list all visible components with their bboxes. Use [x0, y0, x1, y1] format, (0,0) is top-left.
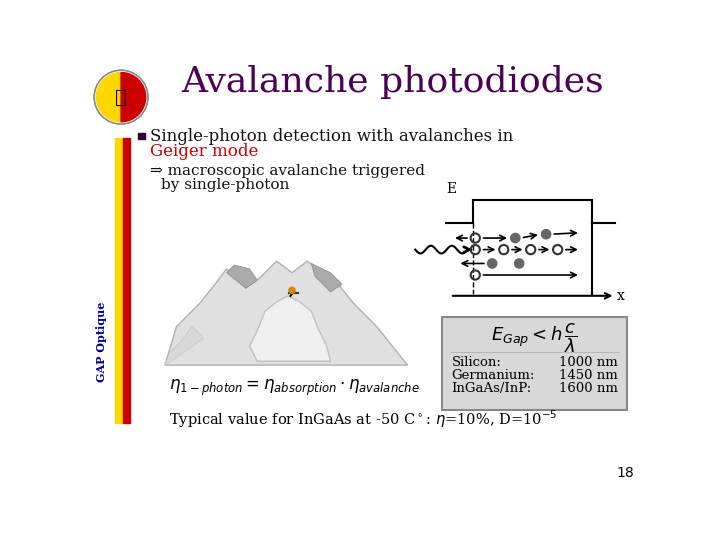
Text: 18: 18 — [617, 466, 634, 480]
Text: 1000 nm: 1000 nm — [559, 355, 618, 368]
Polygon shape — [227, 265, 257, 288]
Polygon shape — [165, 261, 408, 365]
Circle shape — [94, 70, 148, 124]
Text: Germanium:: Germanium: — [451, 369, 535, 382]
Bar — [138, 132, 145, 139]
Wedge shape — [121, 72, 145, 122]
Circle shape — [510, 233, 520, 242]
Text: Single-photon detection with avalanches in: Single-photon detection with avalanches … — [150, 128, 513, 145]
Text: by single-photon: by single-photon — [161, 178, 289, 192]
Wedge shape — [96, 72, 121, 122]
Text: ⇒ macroscopic avalanche triggered: ⇒ macroscopic avalanche triggered — [150, 164, 425, 178]
Bar — [122, 138, 130, 423]
Bar — [442, 318, 627, 410]
Polygon shape — [311, 264, 342, 292]
Text: Silicon:: Silicon: — [451, 355, 501, 368]
Polygon shape — [165, 327, 204, 365]
Text: E: E — [446, 181, 456, 195]
Polygon shape — [250, 296, 330, 361]
Circle shape — [487, 259, 497, 268]
Text: 1600 nm: 1600 nm — [559, 382, 618, 395]
Text: GAP Optique: GAP Optique — [96, 302, 107, 382]
Text: x: x — [617, 289, 625, 303]
Text: Geiger mode: Geiger mode — [150, 143, 258, 159]
Text: InGaAs/InP:: InGaAs/InP: — [451, 382, 531, 395]
Text: Typical value for InGaAs at -50 C$^\circ$: $\eta$=10%, D=10$^{-5}$: Typical value for InGaAs at -50 C$^\circ… — [168, 408, 557, 430]
Circle shape — [515, 259, 523, 268]
Circle shape — [289, 287, 295, 294]
Text: 1450 nm: 1450 nm — [559, 369, 618, 382]
Text: Avalanche photodiodes: Avalanche photodiodes — [181, 65, 603, 99]
Text: 🦅: 🦅 — [115, 87, 127, 106]
Text: $E_{Gap} < h\,\dfrac{c}{\lambda}$: $E_{Gap} < h\,\dfrac{c}{\lambda}$ — [491, 321, 577, 355]
Text: $\eta_{1-photon} = \eta_{absorption} \cdot \eta_{avalanche}$: $\eta_{1-photon} = \eta_{absorption} \cd… — [168, 378, 420, 399]
Bar — [115, 138, 122, 423]
Circle shape — [541, 230, 551, 239]
